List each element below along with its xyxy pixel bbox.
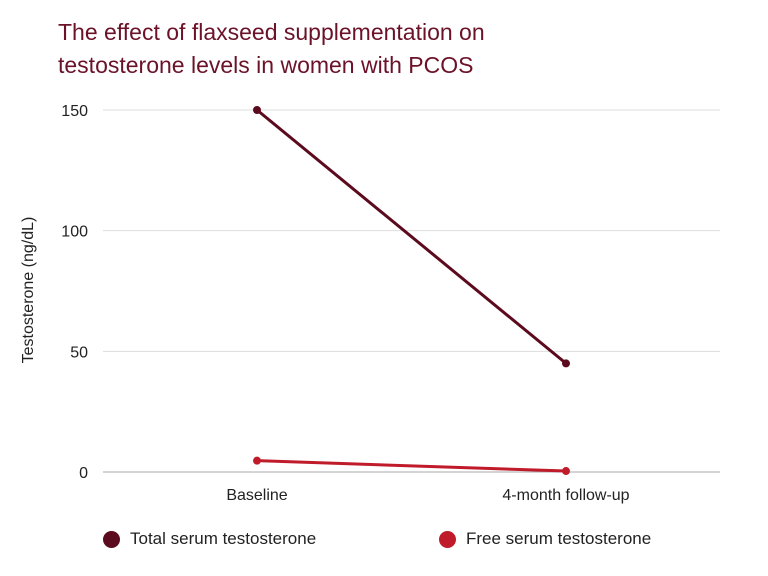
legend-item-free: Free serum testosterone <box>439 529 651 549</box>
series-line-1 <box>256 459 567 473</box>
y-tick-label: 50 <box>70 344 88 361</box>
data-point <box>562 359 570 368</box>
data-point <box>253 106 261 114</box>
title-line-1: The effect of flaxseed supplementation o… <box>58 19 485 45</box>
title-line-2: testosterone levels in women with PCOS <box>58 52 474 78</box>
y-axis-label: Testosterone (ng/dL) <box>20 217 37 364</box>
y-tick-label: 150 <box>61 103 88 120</box>
x-tick-label: Baseline <box>226 487 287 504</box>
legend-item-total: Total serum testosterone <box>103 529 316 549</box>
y-tick-label: 0 <box>79 465 88 482</box>
data-point <box>562 467 570 476</box>
chart-title: The effect of flaxseed supplementation o… <box>58 16 658 82</box>
y-tick-label: 100 <box>61 224 88 241</box>
legend-label-total: Total serum testosterone <box>130 529 317 548</box>
legend-marker-total <box>103 530 120 548</box>
legend-marker-free <box>439 530 456 548</box>
x-tick-label: 4-month follow-up <box>502 487 629 504</box>
legend-label-free: Free serum testosterone <box>466 529 652 548</box>
series-line-0 <box>256 108 567 365</box>
data-point <box>253 456 261 465</box>
